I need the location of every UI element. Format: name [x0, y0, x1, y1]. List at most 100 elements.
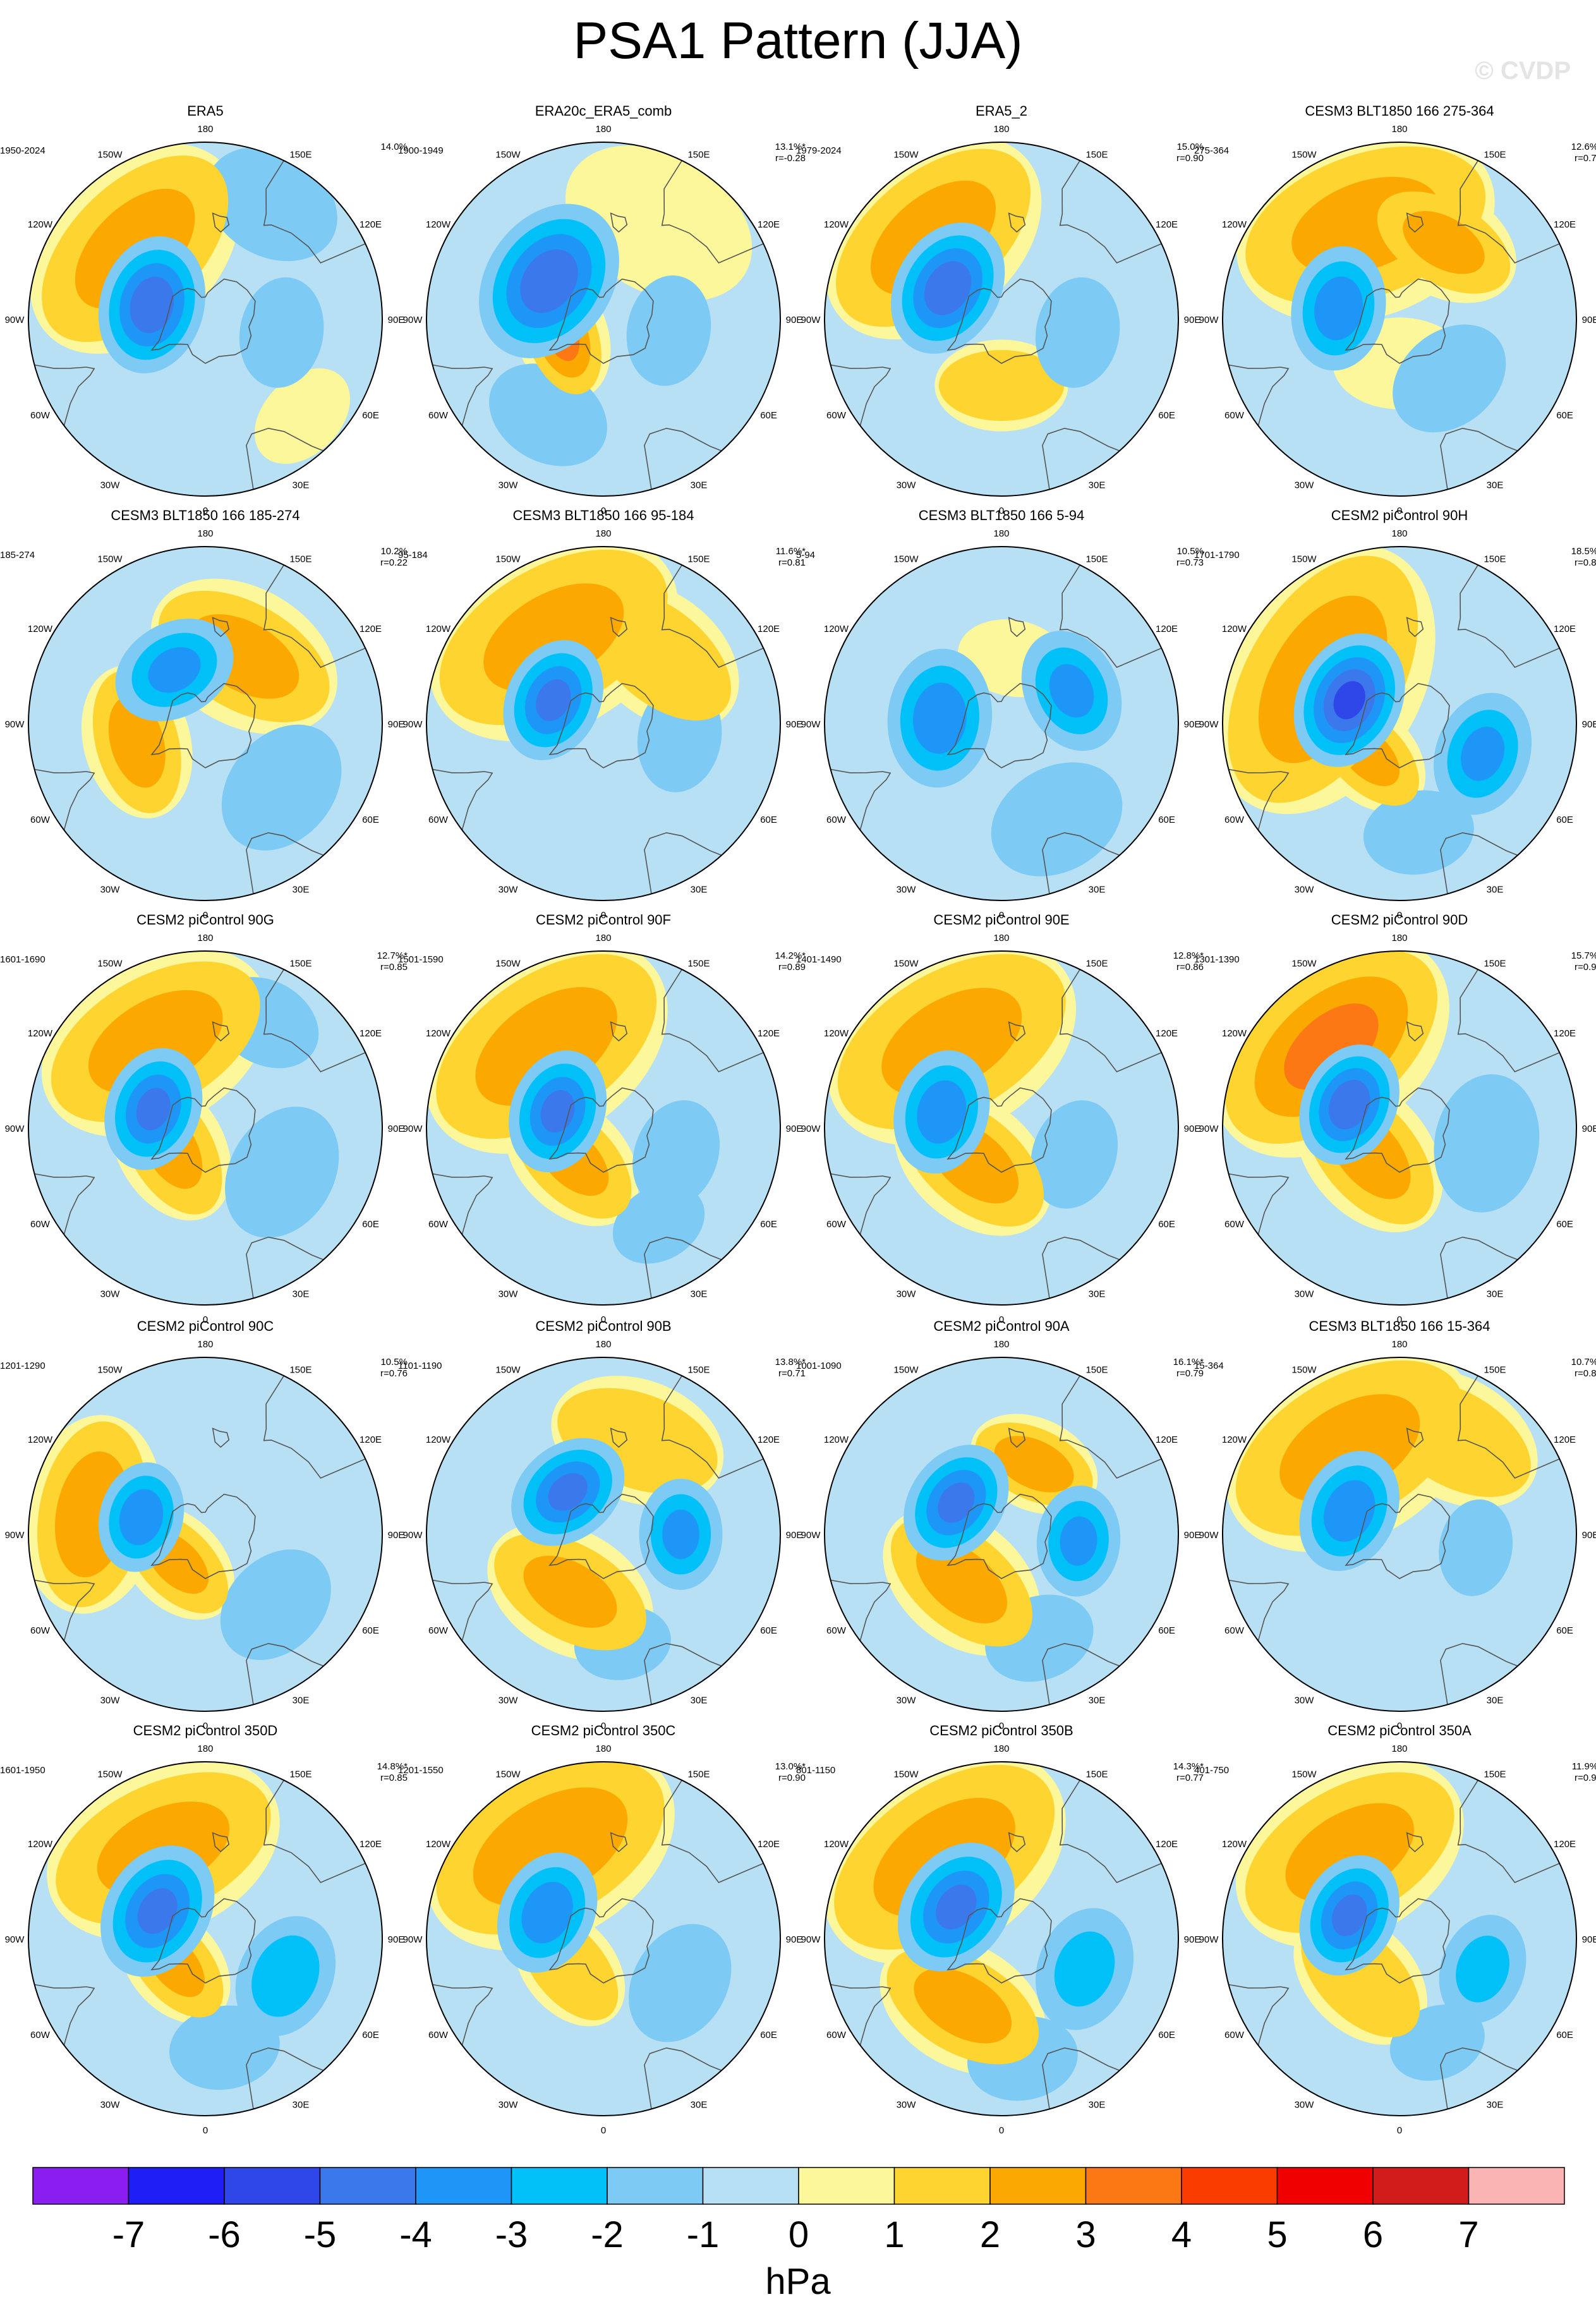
contour-negative: [225, 1107, 339, 1238]
lon-tick-label: 120W: [1222, 1434, 1247, 1445]
lon-tick-label: 30W: [499, 885, 519, 895]
contour-negative: [206, 147, 337, 262]
lon-tick-label: 30W: [1295, 480, 1315, 491]
map-border: [1222, 1761, 1577, 2116]
panel-years: 1601-1950: [0, 1765, 45, 1776]
contour-negative: [1456, 1936, 1509, 2003]
coastline: [246, 832, 346, 900]
lon-tick-label: 150E: [1484, 149, 1506, 160]
panel-percent: 10.7%*: [1571, 1357, 1596, 1367]
coastline: [28, 353, 95, 447]
colorbar-tick-label: -5: [304, 2214, 337, 2255]
map-panel: 0 30E 60E 90E 120E 150E 180 150W 120W 90W 60W 30W ER…: [796, 103, 1204, 516]
map-border: [824, 1357, 1179, 1712]
coastline: [263, 1762, 382, 1883]
map-panel: 0 30E 60E 90E 120E 150E 180 150W 120W 90W 60W 30W CE…: [1194, 1318, 1596, 1731]
lon-tick-label: 120W: [426, 624, 451, 634]
lon-tick-label: 60W: [428, 815, 449, 825]
lon-tick-label: 120W: [824, 1839, 849, 1850]
lon-tick-label: 0: [203, 1314, 208, 1325]
lon-tick-label: 90W: [1199, 1934, 1219, 1945]
coastline: [1345, 1898, 1450, 1984]
panel-correlation: r=0.86: [1176, 962, 1204, 973]
coastline: [825, 353, 892, 447]
map-panel: 0 30E 60E 90E 120E 150E 180 150W 120W 90W 60W 30W CE…: [1194, 1723, 1596, 2136]
lon-tick-label: 30W: [1295, 1695, 1315, 1706]
coastline: [825, 757, 892, 852]
lon-tick-label: 0: [1397, 1721, 1402, 1731]
lon-tick-label: 90W: [801, 1124, 821, 1134]
colorbar-segment: [1372, 2167, 1470, 2205]
panel-title: CESM2 piControl 350B: [929, 1723, 1073, 1738]
panel-years: 1101-1190: [398, 1361, 442, 1371]
panel-correlation: r=0.81: [778, 557, 806, 568]
panel-percent: 14.8%*: [377, 1761, 408, 1772]
lon-tick-label: 180: [595, 1743, 611, 1754]
lon-tick-label: 150W: [893, 1769, 919, 1780]
map-panel: 0 30E 60E 90E 120E 150E 180 150W 120W 90W 60W 30W CE…: [398, 507, 806, 921]
contour-negative: [1060, 1516, 1097, 1566]
contour-negative: [632, 1100, 720, 1209]
lon-tick-label: 60E: [760, 815, 777, 825]
lon-tick-label: 30W: [100, 885, 121, 895]
lon-tick-label: 0: [203, 910, 208, 921]
lon-tick-label: 150W: [893, 149, 919, 160]
lon-tick-label: 180: [197, 124, 213, 135]
panel-percent: 12.7%*: [377, 950, 408, 961]
lon-tick-label: 60W: [30, 410, 51, 421]
coastline: [1440, 427, 1540, 496]
coastline: [1440, 1236, 1540, 1305]
coastline: [548, 1087, 654, 1173]
lon-tick-label: 120W: [1222, 1839, 1247, 1850]
colorbar-segment: [607, 2167, 704, 2205]
coastline: [150, 278, 256, 364]
map-panel: 0 30E 60E 90E 120E 150E 180 150W 120W 90W 60W 30W ER…: [398, 103, 806, 516]
lon-tick-label: 60E: [1158, 815, 1175, 825]
colorbar-segment: [224, 2167, 321, 2205]
contour-negative: [130, 276, 174, 333]
coastline: [1042, 427, 1142, 496]
lon-tick-label: 120E: [1554, 1028, 1576, 1039]
contour-positive: [523, 1556, 617, 1628]
lon-tick-label: 90W: [403, 719, 423, 730]
lon-tick-label: 120W: [28, 1434, 53, 1445]
colorbar-segment: [32, 2167, 130, 2205]
lon-tick-label: 90E: [1582, 719, 1596, 730]
lon-tick-label: 120E: [758, 1028, 780, 1039]
panel-title: CESM2 piControl 90G: [136, 912, 274, 928]
colorbar-segment: [319, 2167, 416, 2205]
lon-tick-label: 120W: [28, 624, 53, 634]
lon-tick-label: 120W: [426, 1028, 451, 1039]
lon-tick-label: 90E: [786, 719, 803, 730]
coastline: [644, 1236, 744, 1305]
lon-tick-label: 60W: [1224, 1625, 1245, 1636]
panel-percent: 14.2%*: [775, 950, 806, 961]
lon-tick-label: 60E: [1556, 815, 1573, 825]
panel-correlation: r=0.85: [380, 1773, 408, 1783]
contour-negative: [1035, 277, 1120, 388]
map-border: [824, 950, 1179, 1306]
lon-tick-label: 180: [595, 1339, 611, 1350]
lon-tick-label: 30E: [1089, 885, 1106, 895]
lon-tick-label: 120E: [1554, 624, 1576, 634]
lon-tick-label: 150E: [1484, 1364, 1506, 1375]
lon-tick-label: 150W: [1291, 1769, 1317, 1780]
coastline: [1457, 547, 1576, 668]
map-panel: 0 30E 60E 90E 120E 150E 180 150W 120W 90W 60W 30W CE…: [796, 1723, 1204, 2136]
lon-tick-label: 120E: [758, 219, 780, 230]
map-border: [426, 950, 781, 1306]
coastline: [1042, 2047, 1142, 2116]
lon-tick-label: 120W: [1222, 624, 1247, 634]
colorbar-tick-label: 5: [1267, 2214, 1287, 2255]
lon-tick-label: 150E: [289, 1364, 311, 1375]
lon-tick-label: 0: [999, 1721, 1004, 1731]
map-panel: 0 30E 60E 90E 120E 150E 180 150W 120W 90W 60W 30W CE…: [1194, 507, 1596, 921]
lon-tick-label: 120E: [1156, 219, 1178, 230]
coastline: [644, 427, 744, 496]
coastline: [548, 1493, 654, 1579]
lon-tick-label: 180: [595, 124, 611, 135]
map-border: [1222, 142, 1577, 497]
contour-positive: [1403, 210, 1485, 274]
lon-tick-label: 90E: [786, 315, 803, 325]
coastline: [1223, 1972, 1290, 2067]
